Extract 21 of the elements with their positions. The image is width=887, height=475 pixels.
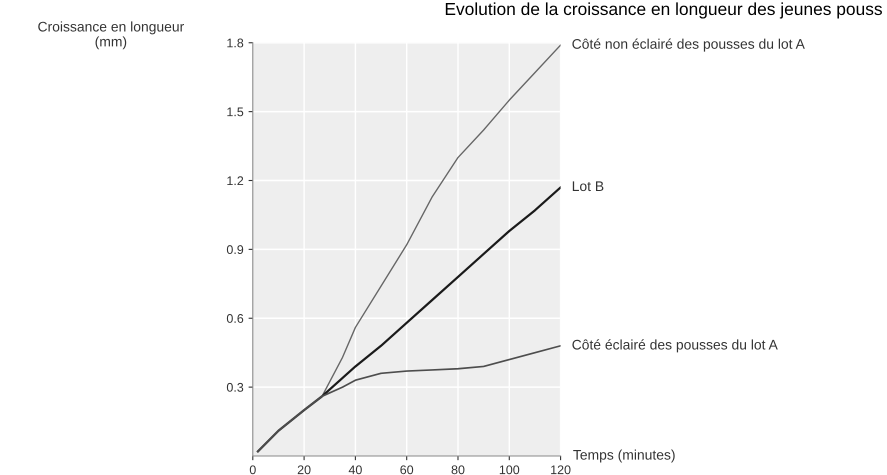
x-tick-label: 40: [348, 465, 362, 474]
y-tick-label: 1.2: [227, 176, 244, 186]
x-tick-label: 20: [298, 465, 311, 474]
y-tick-label: 0.3: [226, 382, 244, 392]
y-tick-label: 1.8: [227, 38, 244, 48]
series-label: Côté éclairé des pousses du lot A: [572, 339, 778, 352]
x-tick-label: 120: [551, 465, 571, 474]
x-tick-label: 80: [452, 465, 464, 474]
y-tick-label: 0.9: [226, 245, 244, 254]
y-tick-label: 0.6: [226, 314, 244, 323]
x-tick-label: 60: [400, 465, 414, 474]
x-tick-label: 0: [250, 465, 256, 474]
x-axis-title: Temps (minutes): [573, 450, 675, 462]
line-series: [257, 344, 561, 452]
y-tick-label: 1.5: [227, 108, 244, 116]
line-series: [256, 186, 561, 453]
y-axis-title: Croissance en longueur (mm): [38, 21, 184, 50]
x-tick-label: 100: [500, 465, 520, 474]
series-label: Lot B: [572, 181, 604, 192]
series-label: Côté non éclairé des pousses du lot A: [572, 38, 805, 52]
text: Evolution de la croissance en longueur des jeunes pouss: [446, 2, 882, 19]
